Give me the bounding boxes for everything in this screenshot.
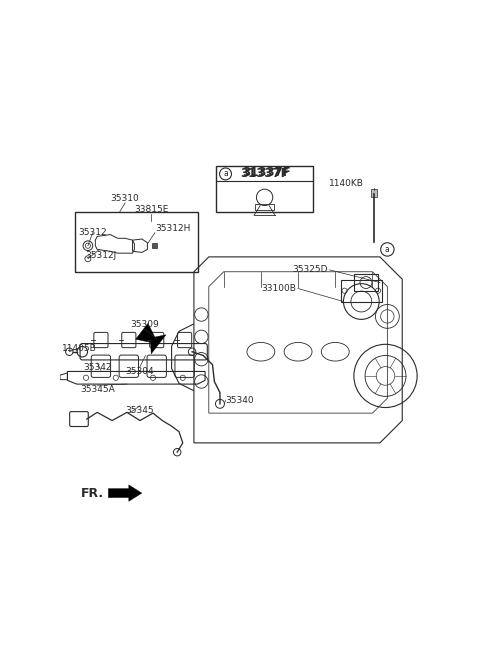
- Text: FR.: FR.: [81, 487, 104, 500]
- Bar: [152, 243, 156, 248]
- Polygon shape: [136, 323, 166, 354]
- Text: 35312H: 35312H: [155, 224, 190, 233]
- Text: 35309: 35309: [131, 320, 159, 329]
- Bar: [341, 280, 382, 302]
- Text: 35304: 35304: [126, 367, 154, 376]
- Text: a: a: [385, 245, 390, 254]
- Bar: [354, 274, 378, 291]
- Text: a: a: [223, 169, 228, 178]
- Bar: [75, 213, 198, 272]
- Text: 35312J: 35312J: [85, 251, 117, 260]
- Text: 35325D: 35325D: [292, 266, 328, 274]
- Text: 35345A: 35345A: [80, 385, 115, 394]
- Text: 1140KB: 1140KB: [329, 179, 364, 188]
- Text: 11405B: 11405B: [62, 344, 96, 352]
- Text: 33100B: 33100B: [261, 284, 296, 293]
- Text: 33815E: 33815E: [134, 205, 168, 214]
- Bar: [372, 189, 377, 197]
- Text: 35345: 35345: [126, 405, 154, 415]
- Text: 31337F: 31337F: [242, 165, 291, 178]
- Text: 35340: 35340: [226, 396, 254, 405]
- Bar: [255, 204, 274, 210]
- Polygon shape: [108, 485, 142, 501]
- Text: 35310: 35310: [111, 194, 140, 203]
- Bar: [216, 166, 313, 213]
- Text: 35342: 35342: [83, 363, 111, 372]
- Text: 35312: 35312: [78, 228, 107, 237]
- Text: 31337F: 31337F: [240, 167, 289, 180]
